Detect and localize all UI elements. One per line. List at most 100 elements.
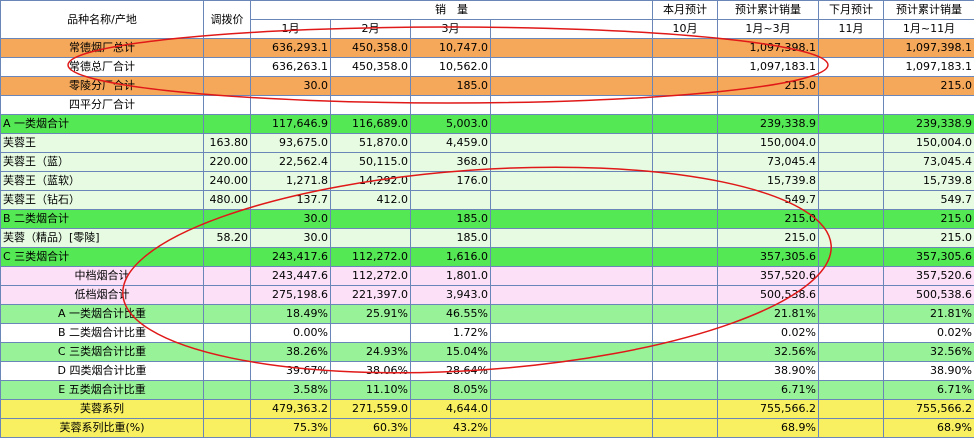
row-blank (490, 285, 653, 305)
row-m11 (818, 95, 884, 115)
row-m2: 221,397.0 (330, 285, 411, 305)
header-current-forecast: 本月预计 (652, 0, 718, 20)
row-cum2: 0.02% (883, 323, 974, 343)
row-price: 240.00 (203, 171, 251, 191)
table-body: 常德烟厂总计 636,293.1 450,358.0 10,747.0 1,097,39… (0, 38, 974, 438)
row-m1: 30.0 (250, 209, 331, 229)
row-m1: 75.3% (250, 418, 331, 438)
row-m10 (652, 133, 718, 153)
row-cum2: 68.9% (883, 418, 974, 438)
row-cum: 357,520.6 (717, 266, 819, 286)
row-m3: 4,644.0 (410, 399, 491, 419)
row-price (203, 380, 251, 400)
row-m1: 636,293.1 (250, 38, 331, 58)
row-m10 (652, 152, 718, 172)
row-price (203, 95, 251, 115)
row-cum2: 215.0 (883, 209, 974, 229)
row-m1: 39.67% (250, 361, 331, 381)
header-cum-forecast: 预计累计销量 (717, 0, 819, 20)
row-m11 (818, 266, 884, 286)
header-m2: 2月 (330, 19, 411, 39)
row-blank (490, 57, 653, 77)
table-row: C 三类烟合计比重 38.26% 24.93% 15.04% 32.56% 32.56% (0, 342, 974, 362)
row-m11 (818, 152, 884, 172)
table-row: 低档烟合计 275,198.6 221,397.0 3,943.0 500,538.6 5… (0, 285, 974, 305)
row-m10 (652, 228, 718, 248)
row-price (203, 38, 251, 58)
row-cum: 357,305.6 (717, 247, 819, 267)
row-name: 四平分厂合计 (0, 95, 204, 115)
row-price (203, 57, 251, 77)
row-name: 芙蓉系列 (0, 399, 204, 419)
row-m1: 243,447.6 (250, 266, 331, 286)
row-m11 (818, 57, 884, 77)
table-row: 芙蓉王（蓝软） 240.00 1,271.8 14,292.0 176.0 15,739.… (0, 171, 974, 191)
row-name: D 四类烟合计比重 (0, 361, 204, 381)
row-m10 (652, 95, 718, 115)
row-m2: 116,689.0 (330, 114, 411, 134)
row-m11 (818, 399, 884, 419)
row-price (203, 114, 251, 134)
row-m10 (652, 209, 718, 229)
row-m10 (652, 57, 718, 77)
row-blank (490, 76, 653, 96)
row-cum2: 215.0 (883, 76, 974, 96)
row-cum: 215.0 (717, 76, 819, 96)
row-name: A 一类烟合计 (0, 114, 204, 134)
row-name: A 一类烟合计比重 (0, 304, 204, 324)
row-m2: 51,870.0 (330, 133, 411, 153)
table-row: 中档烟合计 243,447.6 112,272.0 1,801.0 357,520.6 3… (0, 266, 974, 286)
row-m1: 0.00% (250, 323, 331, 343)
row-m1: 22,562.4 (250, 152, 331, 172)
row-price: 58.20 (203, 228, 251, 248)
row-cum2: 6.71% (883, 380, 974, 400)
row-m2: 50,115.0 (330, 152, 411, 172)
table-row: 芙蓉王（蓝） 220.00 22,562.4 50,115.0 368.0 73,045.… (0, 152, 974, 172)
row-name: 芙蓉王（钻石） (0, 190, 204, 210)
header-cum-range-2: 1月~11月 (883, 19, 974, 39)
row-price (203, 209, 251, 229)
row-cum: 38.90% (717, 361, 819, 381)
row-m2: 112,272.0 (330, 247, 411, 267)
row-m2 (330, 76, 411, 96)
table-row: 常德总厂合计 636,263.1 450,358.0 10,562.0 1,097,18… (0, 57, 974, 77)
row-m3: 185.0 (410, 228, 491, 248)
row-price (203, 418, 251, 438)
row-price (203, 76, 251, 96)
row-m10 (652, 323, 718, 343)
row-price (203, 361, 251, 381)
row-m2: 25.91% (330, 304, 411, 324)
row-name: B 二类烟合计比重 (0, 323, 204, 343)
header-price: 调拨价 (203, 0, 251, 39)
table-row: A 一类烟合计比重 18.49% 25.91% 46.55% 21.81% 21.81% (0, 304, 974, 324)
row-m3: 15.04% (410, 342, 491, 362)
row-blank (490, 171, 653, 191)
row-blank (490, 266, 653, 286)
row-blank (490, 114, 653, 134)
row-blank (490, 304, 653, 324)
row-blank (490, 209, 653, 229)
table-row: E 五类烟合计比重 3.58% 11.10% 8.05% 6.71% 6.71% (0, 380, 974, 400)
table-row: 零陵分厂合计 30.0 185.0 215.0 215.0 (0, 76, 974, 96)
row-m1: 93,675.0 (250, 133, 331, 153)
row-price (203, 266, 251, 286)
row-m11 (818, 171, 884, 191)
row-cum2: 1,097,398.1 (883, 38, 974, 58)
row-m1: 18.49% (250, 304, 331, 324)
table-row: 芙蓉系列比重(%) 75.3% 60.3% 43.2% 68.9% 68.9% (0, 418, 974, 438)
row-m3: 43.2% (410, 418, 491, 438)
row-blank (490, 380, 653, 400)
row-m11 (818, 342, 884, 362)
row-m3: 1,616.0 (410, 247, 491, 267)
row-m2: 412.0 (330, 190, 411, 210)
row-cum: 1,097,398.1 (717, 38, 819, 58)
row-m3: 10,562.0 (410, 57, 491, 77)
table-row: D 四类烟合计比重 39.67% 38.06% 28.64% 38.90% 38.90% (0, 361, 974, 381)
row-price (203, 323, 251, 343)
row-cum2: 215.0 (883, 228, 974, 248)
header-m1: 1月 (250, 19, 331, 39)
row-m10 (652, 304, 718, 324)
row-m3: 368.0 (410, 152, 491, 172)
row-cum: 32.56% (717, 342, 819, 362)
